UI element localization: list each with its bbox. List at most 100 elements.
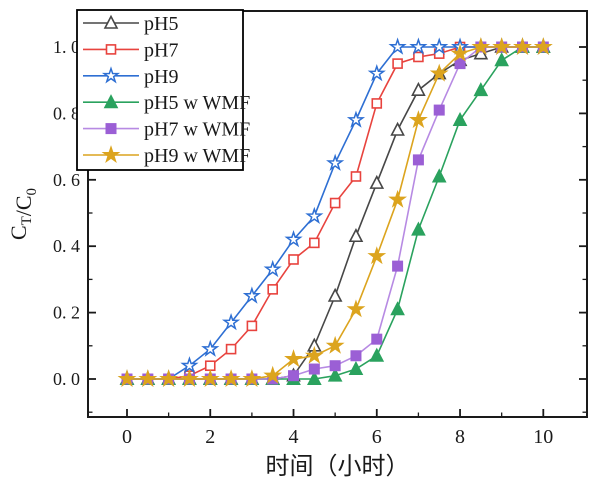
data-point-marker bbox=[452, 111, 468, 127]
y-tick-labels: 0. 0 0. 2 0. 4 0. 6 0. 8 1. 0 bbox=[53, 37, 80, 389]
data-point-marker bbox=[429, 63, 449, 82]
legend-label: pH7 w WMF bbox=[144, 119, 250, 141]
data-point-marker bbox=[430, 37, 449, 55]
data-point-marker bbox=[288, 370, 300, 382]
data-point-marker bbox=[431, 168, 447, 183]
data-point-marker bbox=[325, 335, 345, 354]
data-point-marker bbox=[326, 153, 345, 171]
data-point-marker bbox=[225, 343, 237, 355]
data-point-marker bbox=[305, 206, 324, 225]
data-point-marker bbox=[204, 360, 216, 372]
legend-entry-pH5: pH5 bbox=[83, 13, 178, 35]
data-point-marker bbox=[390, 121, 405, 136]
legend-entry-pH9: pH9 bbox=[83, 66, 178, 88]
data-point-marker bbox=[471, 37, 491, 56]
x-tick-label: 4 bbox=[289, 426, 299, 448]
data-point-marker bbox=[412, 154, 424, 166]
data-point-marker bbox=[117, 369, 137, 388]
data-point-marker bbox=[367, 63, 386, 82]
legend: pH5 pH7 pH9 pH5 w WMF pH7 w WMF pH9 w WMF bbox=[76, 9, 250, 171]
data-point-marker bbox=[263, 259, 282, 278]
y-tick-label: 0. 2 bbox=[53, 303, 80, 323]
data-point-marker bbox=[346, 299, 366, 318]
data-point-marker bbox=[450, 43, 470, 62]
data-point-marker bbox=[201, 339, 220, 357]
data-point-marker bbox=[221, 312, 241, 331]
data-point-marker bbox=[284, 229, 303, 248]
y-tick-label: 0. 8 bbox=[53, 103, 80, 123]
data-point-marker bbox=[392, 260, 404, 272]
series-pH9-w-WMF bbox=[117, 37, 553, 388]
data-point-marker bbox=[103, 14, 119, 29]
y-tick-label: 0. 4 bbox=[53, 236, 80, 256]
x-axis-title: 时间（小时） bbox=[266, 453, 410, 480]
data-point-marker bbox=[454, 58, 466, 70]
data-point-marker bbox=[371, 98, 383, 109]
data-point-marker bbox=[390, 301, 405, 316]
data-point-marker bbox=[411, 221, 426, 236]
y-tick-label: 0. 0 bbox=[53, 369, 80, 389]
data-point-marker bbox=[309, 237, 320, 249]
x-tick-label: 8 bbox=[455, 426, 465, 448]
data-point-marker bbox=[105, 44, 117, 55]
data-point-marker bbox=[329, 197, 341, 209]
y-tick-label: 1. 0 bbox=[53, 37, 80, 57]
legend-label: pH5 w WMF bbox=[144, 92, 250, 114]
legend-label: pH9 w WMF bbox=[144, 145, 250, 167]
legend-entry-pH5-w-WMF: pH5 w WMF bbox=[83, 92, 250, 114]
data-point-marker bbox=[242, 286, 261, 304]
data-point-marker bbox=[346, 110, 366, 128]
data-point-marker bbox=[329, 360, 341, 372]
data-point-marker bbox=[307, 370, 322, 385]
data-point-marker bbox=[392, 58, 403, 69]
data-point-marker bbox=[263, 365, 283, 384]
legend-entry-pH9-w-WMF: pH9 w WMF bbox=[83, 145, 250, 167]
x-tick-label: 2 bbox=[205, 426, 215, 448]
data-point-marker bbox=[284, 349, 303, 368]
data-point-marker bbox=[159, 369, 179, 388]
data-point-marker bbox=[327, 287, 343, 302]
data-point-marker bbox=[350, 171, 362, 182]
y-axis-title: CT/C0 bbox=[6, 188, 40, 240]
data-point-marker bbox=[327, 367, 343, 382]
legend-label: pH7 bbox=[144, 39, 178, 61]
data-point-marker bbox=[180, 356, 199, 374]
legend-entry-pH7: pH7 bbox=[83, 39, 178, 61]
data-point-marker bbox=[288, 254, 299, 265]
data-point-marker bbox=[246, 320, 258, 332]
data-point-marker bbox=[348, 228, 364, 243]
data-point-marker bbox=[413, 51, 424, 63]
data-point-marker bbox=[433, 104, 445, 116]
data-point-marker bbox=[105, 123, 117, 135]
legend-label: pH9 bbox=[144, 66, 178, 88]
data-point-marker bbox=[101, 66, 121, 84]
data-point-marker bbox=[409, 37, 428, 55]
data-point-marker bbox=[304, 345, 324, 364]
x-tick-labels: 0 2 4 6 8 10 bbox=[122, 426, 553, 448]
data-point-marker bbox=[348, 360, 364, 376]
data-point-marker bbox=[101, 145, 121, 164]
data-point-marker bbox=[388, 189, 408, 208]
data-point-marker bbox=[308, 363, 320, 375]
legend-box bbox=[76, 9, 244, 171]
data-point-marker bbox=[221, 369, 241, 388]
data-point-marker bbox=[411, 81, 426, 96]
data-point-marker bbox=[138, 369, 158, 388]
x-tick-label: 0 bbox=[122, 426, 132, 448]
data-point-marker bbox=[350, 350, 362, 362]
x-tick-label: 6 bbox=[372, 426, 382, 448]
data-point-marker bbox=[492, 37, 512, 56]
data-point-marker bbox=[267, 284, 279, 295]
data-point-marker bbox=[369, 174, 385, 189]
y-tick-label: 0. 6 bbox=[53, 170, 80, 190]
data-point-marker bbox=[103, 94, 119, 109]
data-point-marker bbox=[371, 333, 383, 345]
data-point-marker bbox=[242, 369, 262, 388]
data-point-marker bbox=[494, 52, 509, 67]
data-point-marker bbox=[200, 369, 220, 388]
data-point-marker bbox=[513, 37, 532, 56]
x-tick-label: 10 bbox=[533, 426, 553, 448]
legend-label: pH5 bbox=[144, 13, 178, 35]
